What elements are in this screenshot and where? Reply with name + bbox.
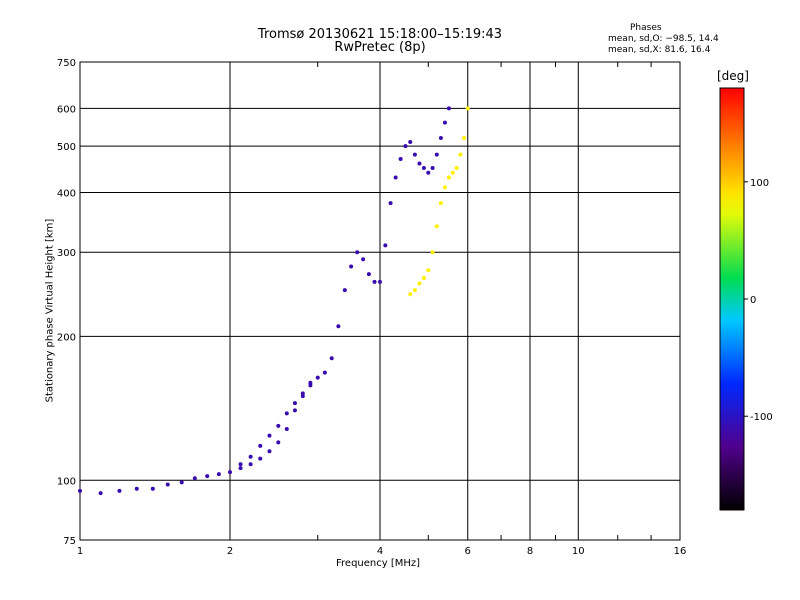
data-point xyxy=(300,394,305,399)
data-point xyxy=(446,175,451,180)
data-point xyxy=(408,292,413,297)
data-point xyxy=(355,250,360,255)
data-point xyxy=(284,427,289,432)
data-point xyxy=(417,281,422,286)
y-tick-label: 400 xyxy=(57,188,76,199)
data-point xyxy=(450,170,455,175)
data-point xyxy=(430,166,435,171)
x-tick-label: 6 xyxy=(465,546,471,557)
stats-x-mode: mean, sd,X: 81.6, 16.4 xyxy=(608,45,711,55)
x-tick-label: 2 xyxy=(227,546,233,557)
y-tick-label: 200 xyxy=(57,332,76,343)
data-point xyxy=(372,279,377,284)
data-point xyxy=(258,443,263,448)
x-tick-label: 8 xyxy=(527,546,533,557)
data-point xyxy=(308,383,313,388)
data-point xyxy=(442,185,447,190)
chart-subtitle: RwPretec (8p) xyxy=(334,40,426,55)
data-point xyxy=(267,433,272,438)
y-axis-label: Stationary phase Virtual Height [km] xyxy=(44,218,56,403)
colorbar-tick-label: -100 xyxy=(750,412,773,423)
x-tick-label: 1 xyxy=(77,546,83,557)
data-point xyxy=(192,476,197,481)
data-point xyxy=(454,166,459,171)
data-point xyxy=(292,401,297,406)
plot-frame xyxy=(79,61,681,541)
data-point xyxy=(458,152,463,157)
colorbar xyxy=(719,87,745,511)
data-point xyxy=(426,170,431,175)
data-point xyxy=(238,466,243,471)
data-point xyxy=(322,370,327,375)
data-point xyxy=(438,201,443,206)
x-tick-label: 10 xyxy=(572,546,585,557)
data-point xyxy=(442,120,447,125)
data-point xyxy=(134,486,139,491)
data-point xyxy=(342,288,347,293)
colorbar-tick-label: 0 xyxy=(750,295,756,306)
x-tick-label: 4 xyxy=(377,546,383,557)
data-point xyxy=(412,152,417,157)
colorbar-unit-label: [deg] xyxy=(717,69,749,83)
data-point xyxy=(438,136,443,141)
data-point xyxy=(78,488,82,493)
data-point xyxy=(205,474,210,479)
data-point xyxy=(412,288,417,293)
data-point xyxy=(336,324,341,329)
data-point xyxy=(421,166,426,171)
data-point xyxy=(417,161,422,166)
x-tick-label: 16 xyxy=(674,546,687,557)
data-point xyxy=(284,411,289,416)
data-point xyxy=(248,462,253,467)
data-point xyxy=(98,491,103,496)
data-point xyxy=(276,423,281,428)
data-point xyxy=(383,243,388,248)
data-point xyxy=(408,140,413,145)
y-tick-label: 300 xyxy=(57,248,76,259)
data-point xyxy=(366,272,371,277)
data-point xyxy=(179,480,184,485)
data-point xyxy=(403,144,408,149)
data-point xyxy=(117,488,122,493)
data-point xyxy=(434,152,439,157)
y-tick-label: 750 xyxy=(57,58,76,69)
data-point xyxy=(465,106,470,111)
data-point xyxy=(276,440,281,445)
data-point xyxy=(349,264,354,269)
y-tick-label: 100 xyxy=(57,476,76,487)
data-point xyxy=(421,275,426,280)
data-point xyxy=(300,391,305,396)
y-tick-label: 500 xyxy=(57,142,76,153)
data-point xyxy=(462,136,467,141)
data-point xyxy=(315,375,320,380)
data-point xyxy=(216,472,221,477)
data-point xyxy=(434,224,439,229)
data-point xyxy=(393,175,398,180)
data-point xyxy=(238,462,243,467)
chart-title: Tromsø 20130621 15:18:00–15:19:43 xyxy=(257,27,503,42)
y-tick-label: 600 xyxy=(57,104,76,115)
data-point xyxy=(426,268,431,273)
data-point xyxy=(361,257,366,262)
data-point xyxy=(329,356,334,361)
data-point xyxy=(150,486,155,491)
data-point xyxy=(292,408,297,413)
data-point xyxy=(378,279,382,284)
data-point xyxy=(398,157,403,162)
stats-o-mode: mean, sd,O: −98.5, 14.4 xyxy=(608,34,719,44)
data-point xyxy=(430,250,435,255)
data-point xyxy=(165,482,170,487)
stats-title: Phases xyxy=(630,23,662,33)
data-point xyxy=(248,454,253,459)
x-axis-label: Frequency [MHz] xyxy=(336,558,421,569)
data-point xyxy=(388,201,393,206)
data-point xyxy=(267,449,272,454)
data-point xyxy=(228,470,232,475)
data-point xyxy=(258,456,263,461)
data-point xyxy=(446,106,451,111)
colorbar-tick-label: 100 xyxy=(750,178,769,189)
y-tick-label: 75 xyxy=(63,536,76,547)
